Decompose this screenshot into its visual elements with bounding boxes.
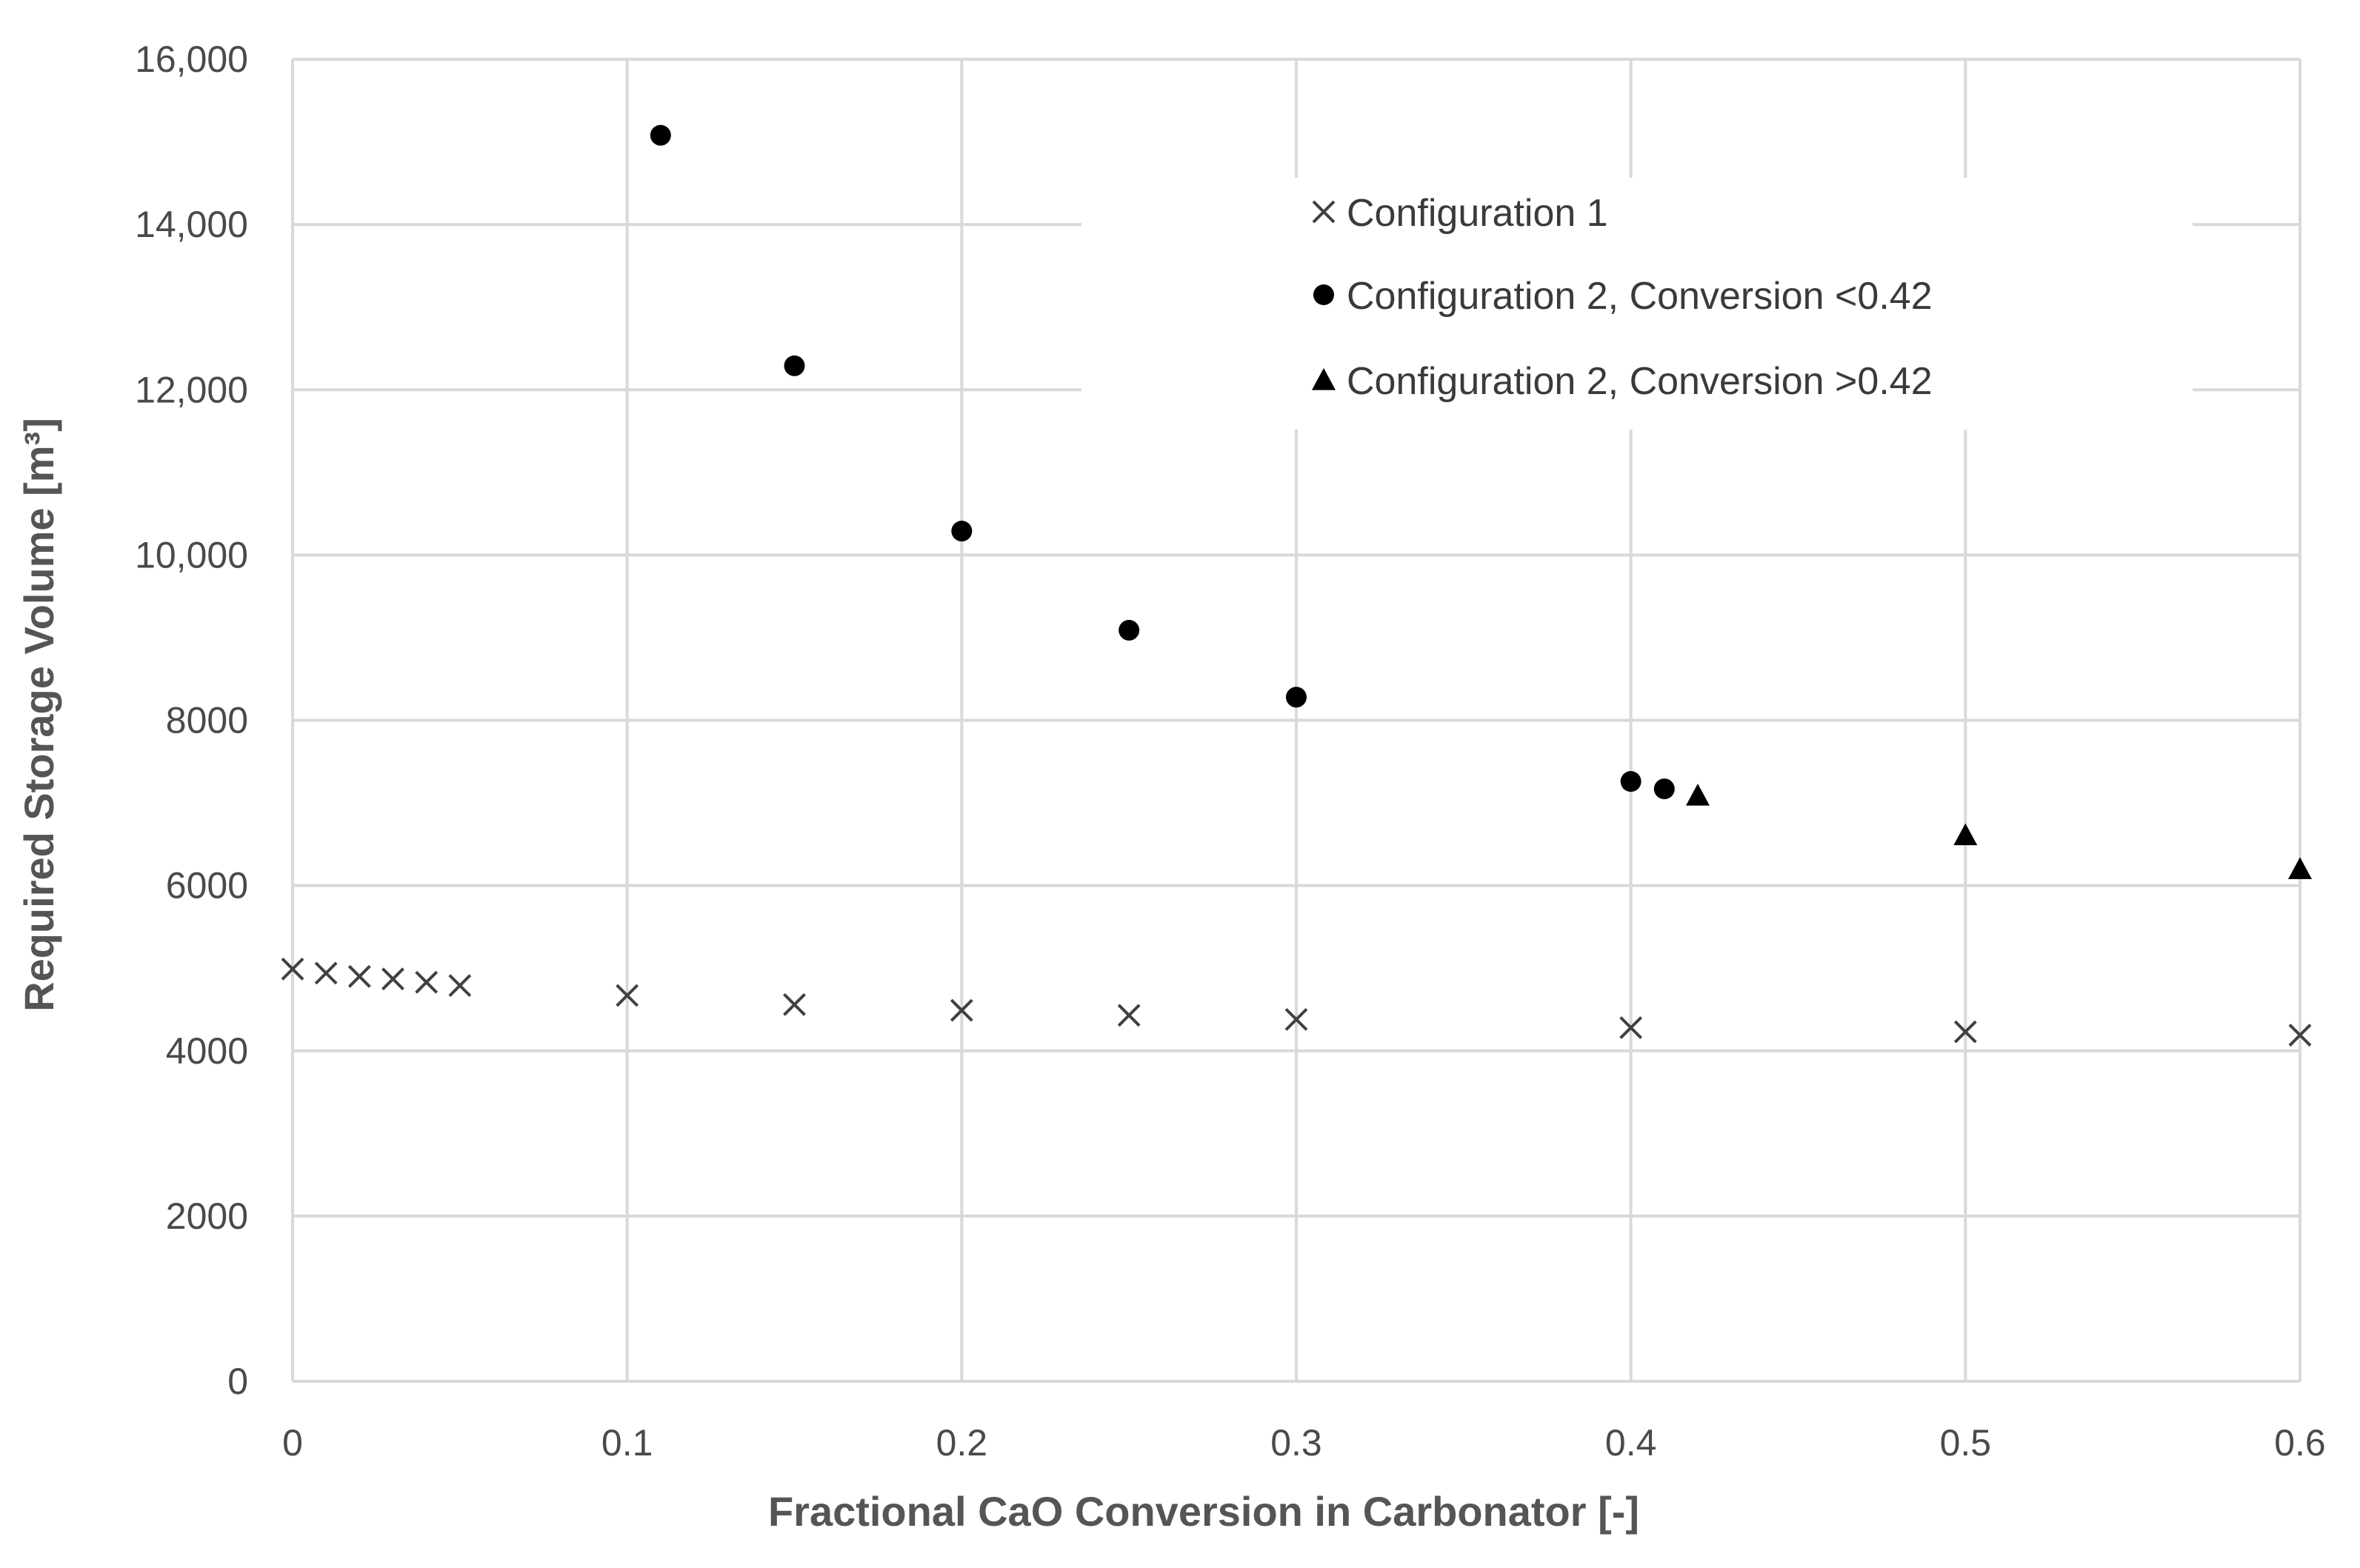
- x-tick-label: 0.5: [1940, 1422, 1992, 1464]
- x-tick-label: 0.1: [601, 1422, 653, 1464]
- legend-marker: [1312, 200, 1336, 224]
- data-point: [448, 974, 472, 998]
- y-axis-title: Required Storage Volume [m³]: [16, 418, 62, 1012]
- data-point: [415, 970, 439, 994]
- data-point: [783, 992, 806, 1016]
- data-point: [281, 957, 304, 981]
- data-points: [281, 124, 2312, 1047]
- data-point: [347, 964, 371, 988]
- series-1: [281, 957, 2312, 1047]
- y-tick-label: 12,000: [135, 369, 248, 410]
- data-point: [650, 124, 671, 146]
- legend-label: Configuration 2, Conversion >0.42: [1347, 360, 1933, 403]
- y-tick-label: 0: [227, 1361, 248, 1402]
- y-tick-label: 16,000: [135, 39, 248, 80]
- y-axis-tick-labels: 0 2000 4000 6000 8000 10,000 12,000 14,000 16,00…: [135, 39, 248, 1402]
- legend: Configuration 1 Configuration 2, Conversi…: [1312, 192, 1933, 403]
- y-tick-label: 14,000: [135, 204, 248, 245]
- data-point: [1953, 1020, 1977, 1044]
- series-3: [1686, 784, 2312, 879]
- data-point: [951, 521, 973, 542]
- legend-item: Configuration 2, Conversion <0.42: [1313, 275, 1933, 318]
- y-tick-label: 10,000: [135, 534, 248, 576]
- legend-item: Configuration 1: [1312, 192, 1608, 235]
- data-point: [1686, 784, 1710, 806]
- data-point: [950, 998, 973, 1022]
- data-point: [1119, 619, 1140, 641]
- data-point: [1620, 771, 1641, 793]
- y-tick-label: 8000: [166, 700, 248, 741]
- x-tick-label: 0: [282, 1422, 303, 1464]
- y-tick-label: 6000: [166, 865, 248, 907]
- legend-marker: [1312, 368, 1336, 390]
- x-tick-label: 0.2: [936, 1422, 988, 1464]
- legend-marker: [1313, 284, 1334, 305]
- data-point: [2288, 1024, 2312, 1047]
- data-point: [784, 355, 805, 376]
- legend-label: Configuration 1: [1347, 192, 1608, 235]
- x-axis-tick-labels: 0 0.1 0.2 0.3 0.4 0.5 0.6: [282, 1422, 2326, 1464]
- series-2: [650, 124, 1675, 800]
- data-point: [1286, 687, 1307, 708]
- y-tick-label: 2000: [166, 1195, 248, 1237]
- legend-label: Configuration 2, Conversion <0.42: [1347, 275, 1933, 318]
- data-point: [1953, 823, 1978, 846]
- legend-background: [1081, 178, 2193, 430]
- data-point: [1117, 1004, 1141, 1027]
- data-point: [314, 961, 338, 985]
- data-point: [2288, 857, 2312, 879]
- x-axis-title: Fractional CaO Conversion in Carbonator …: [768, 1488, 1639, 1535]
- x-tick-label: 0.3: [1270, 1422, 1322, 1464]
- x-tick-label: 0.4: [1605, 1422, 1657, 1464]
- x-tick-label: 0.6: [2274, 1422, 2326, 1464]
- data-point: [616, 984, 639, 1007]
- y-tick-label: 4000: [166, 1030, 248, 1072]
- data-point: [1284, 1007, 1308, 1031]
- data-point: [1619, 1016, 1643, 1039]
- data-point: [1653, 778, 1675, 800]
- legend-item: Configuration 2, Conversion >0.42: [1312, 360, 1933, 403]
- data-point: [381, 967, 404, 991]
